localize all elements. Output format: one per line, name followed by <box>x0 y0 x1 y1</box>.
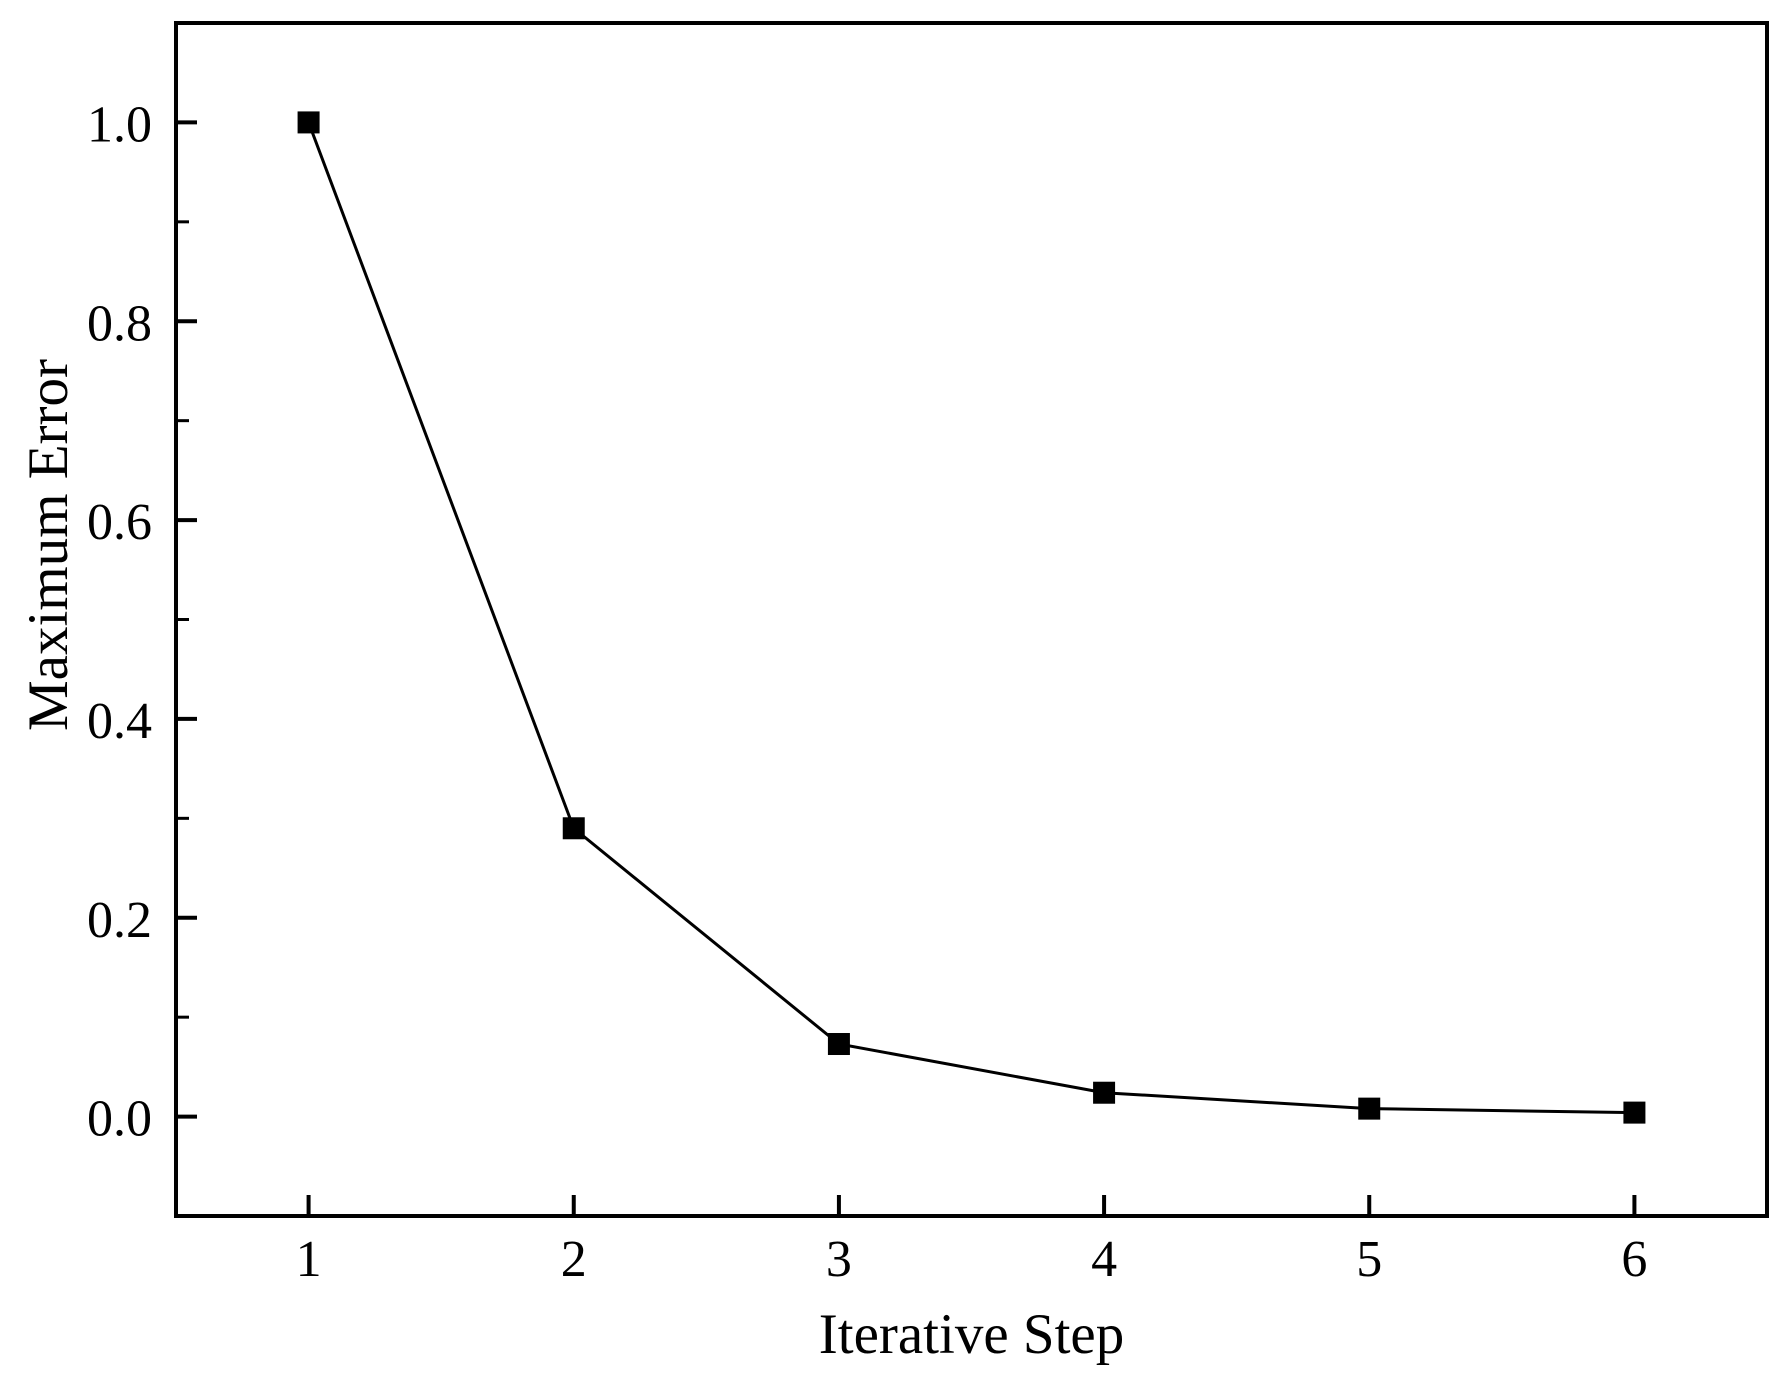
y-tick-label: 0.8 <box>87 295 152 352</box>
data-point-marker <box>1358 1097 1381 1120</box>
y-tick-label: 0.0 <box>87 1091 152 1148</box>
x-tick-label: 1 <box>296 1231 322 1288</box>
data-point-marker <box>297 111 320 134</box>
x-tick-label: 3 <box>826 1231 852 1288</box>
data-point-marker <box>562 817 585 840</box>
data-point-marker <box>827 1033 850 1056</box>
x-tick-label: 4 <box>1091 1231 1117 1288</box>
data-point-marker <box>1093 1081 1116 1104</box>
x-tick-label: 6 <box>1621 1231 1647 1288</box>
y-tick-label: 1.0 <box>87 96 152 153</box>
data-line <box>307 121 1635 1115</box>
y-tick-label: 0.2 <box>87 892 152 949</box>
y-tick-label: 0.6 <box>87 494 152 551</box>
x-tick-label: 5 <box>1356 1231 1382 1288</box>
x-tick-label: 2 <box>561 1231 587 1288</box>
y-tick-label: 0.4 <box>87 693 152 750</box>
plot-frame <box>174 21 1769 1218</box>
data-point-marker <box>1623 1101 1646 1124</box>
